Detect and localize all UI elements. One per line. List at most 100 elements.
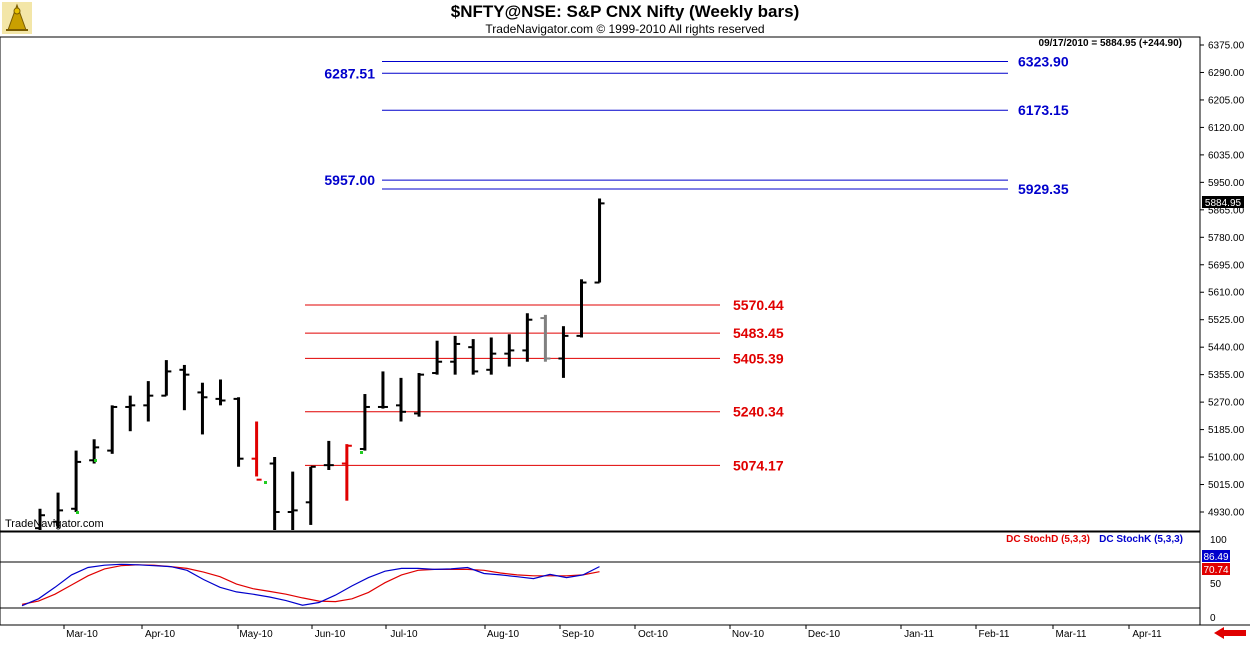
price-tick-label: 5525.00	[1208, 315, 1245, 326]
ohlc-bar	[233, 397, 244, 467]
red-level-label: 5074.17	[733, 457, 784, 473]
price-tick-label: 5100.00	[1208, 453, 1245, 464]
date-tick-label: Jul-10	[390, 629, 418, 640]
stoch-y-axis: 100 50 0	[1210, 535, 1227, 624]
signal-marker	[94, 459, 97, 462]
blue-level-label: 5957.00	[324, 172, 375, 188]
date-tick-label: Mar-11	[1056, 629, 1087, 640]
ohlc-bar	[53, 492, 64, 529]
ohlc-bar	[143, 381, 154, 422]
price-tick-label: 5355.00	[1208, 370, 1245, 381]
stoch-tick-label: 100	[1210, 535, 1227, 546]
ohlc-bar	[251, 421, 262, 481]
price-tick-label: 4930.00	[1208, 508, 1245, 519]
blue-level-label: 6173.15	[1018, 102, 1069, 118]
price-tick-label: 6205.00	[1208, 95, 1245, 106]
ohlc-bar	[558, 326, 569, 378]
signal-marker	[76, 511, 79, 514]
ohlc-bar	[35, 508, 45, 530]
stoch-tick-label: 50	[1210, 579, 1222, 590]
ohlc-bar	[486, 337, 497, 375]
stochd-legend: DC StochD (5,3,3)	[1006, 534, 1090, 545]
ohlc-bar	[594, 198, 605, 284]
blue-level-label: 6287.51	[324, 65, 375, 81]
price-tick-label: 6375.00	[1208, 41, 1245, 52]
ohlc-bar	[396, 377, 406, 422]
date-tick-label: Apr-11	[1132, 629, 1162, 640]
stochastic-panel	[21, 563, 600, 607]
chart-header: $NFTY@NSE: S&P CNX Nifty (Weekly bars) T…	[0, 0, 1250, 38]
ohlc-bar	[341, 444, 352, 501]
stochd-line	[21, 564, 600, 605]
price-tick-label: 6120.00	[1208, 123, 1245, 134]
date-tick-label: Aug-10	[487, 629, 520, 640]
ohlc-bar	[107, 405, 118, 454]
ohlc-bar	[576, 279, 587, 338]
stochd-value-box	[1202, 563, 1230, 575]
scroll-end-arrow-icon[interactable]	[1212, 626, 1248, 640]
date-tick-label: Feb-11	[979, 629, 1010, 640]
red-fib-levels: 5570.44 5483.45 5405.39 5240.34 5074.17	[305, 297, 784, 473]
ohlc-bar	[450, 335, 461, 375]
date-tick-label: Mar-10	[66, 629, 98, 640]
last-bar-info: 09/17/2010 = 5884.95 (+244.90)	[1039, 38, 1182, 49]
ohlc-bar	[468, 339, 479, 375]
ohlc-bar	[305, 465, 316, 525]
ohlc-bar	[540, 314, 551, 362]
ohlc-bar	[504, 334, 515, 367]
ohlc-bar	[71, 450, 82, 512]
red-level-label: 5570.44	[733, 297, 784, 313]
price-tick-label: 5865.00	[1208, 205, 1245, 216]
price-tick-label: 5610.00	[1208, 288, 1245, 299]
stochd-value: 70.74	[1203, 565, 1228, 576]
ohlc-bar	[287, 471, 298, 530]
ohlc-bar	[197, 382, 208, 435]
price-tick-label: 5695.00	[1208, 260, 1245, 271]
date-x-axis: Mar-10 Apr-10 May-10 Jun-10 Jul-10 Aug-10 Sep-…	[63, 625, 1162, 640]
date-tick-label: Nov-10	[732, 629, 765, 640]
date-tick-label: Apr-10	[145, 629, 175, 640]
last-price-label: 5884.95	[1205, 198, 1242, 209]
price-tick-label: 6035.00	[1208, 150, 1245, 161]
red-level-label: 5240.34	[733, 404, 784, 420]
stoch-tick-label: 0	[1210, 613, 1216, 624]
blue-level-label: 6323.90	[1018, 54, 1069, 70]
price-tick-label: 5950.00	[1208, 178, 1245, 189]
price-tick-label: 5780.00	[1208, 233, 1245, 244]
ohlc-bars	[35, 198, 605, 530]
red-level-label: 5405.39	[733, 350, 784, 366]
ohlc-bar	[522, 313, 533, 362]
ohlc-bar	[269, 457, 280, 530]
tradenavigator-logo-icon	[2, 2, 32, 34]
ohlc-bar	[161, 360, 172, 397]
stochk-value: 86.49	[1203, 552, 1228, 563]
price-tick-label: 5185.00	[1208, 425, 1245, 436]
date-tick-label: Sep-10	[562, 629, 595, 640]
blue-fib-levels: 6323.90 6287.51 6173.15 5957.00 5929.35	[324, 54, 1068, 198]
ohlc-bar	[215, 379, 226, 406]
ohlc-bar	[414, 373, 425, 417]
ohlc-bar	[377, 371, 388, 409]
signal-marker	[264, 481, 267, 484]
ohlc-bar	[359, 394, 370, 451]
price-tick-label: 5440.00	[1208, 343, 1245, 354]
price-tick-label: 5270.00	[1208, 398, 1245, 409]
chart-title: $NFTY@NSE: S&P CNX Nifty (Weekly bars)	[450, 2, 800, 21]
signal-marker	[360, 451, 363, 454]
date-tick-label: Jan-11	[904, 629, 934, 640]
date-tick-label: Dec-10	[808, 629, 841, 640]
blue-level-label: 5929.35	[1018, 181, 1069, 197]
date-tick-label: May-10	[239, 629, 273, 640]
price-tick-label: 5015.00	[1208, 480, 1245, 491]
ohlc-bar	[125, 395, 136, 432]
date-tick-label: Jun-10	[315, 629, 346, 640]
ohlc-bar	[323, 440, 334, 470]
last-price-box	[1202, 196, 1244, 208]
stochk-value-box	[1202, 550, 1230, 562]
stochk-legend: DC StochK (5,3,3)	[1099, 534, 1183, 545]
price-y-axis: 6375.00 6290.00 6205.00 6120.00 6035.00 5950.…	[1200, 41, 1245, 519]
ohlc-bar	[432, 340, 443, 375]
stoch-panel-frame	[0, 531, 1201, 626]
price-tick-label: 6290.00	[1208, 68, 1245, 79]
